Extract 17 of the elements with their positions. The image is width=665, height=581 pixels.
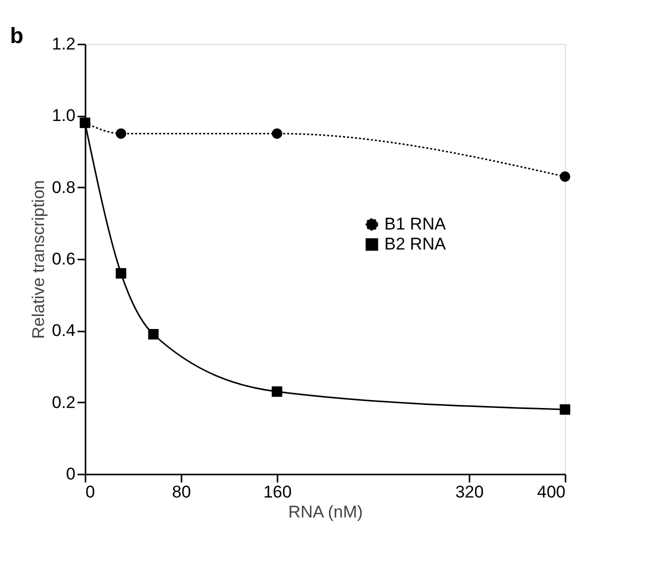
y-tick-label: 1.0 xyxy=(52,106,76,126)
y-tick-label: 0.2 xyxy=(52,392,76,412)
y-tick-label: 0.8 xyxy=(52,178,76,197)
y-tick-label: 0.4 xyxy=(52,321,76,340)
text: b xyxy=(10,23,24,48)
y-tick-label: 0 xyxy=(66,464,76,484)
x-tick-label: 0 xyxy=(86,482,95,502)
x-axis-title: RNA (nM) xyxy=(288,502,363,522)
x-tick-label: 160 xyxy=(263,482,292,502)
x-tick-label: 320 xyxy=(455,482,484,502)
y-axis-title: Relative transcription xyxy=(28,180,48,339)
legend-label: B1 RNA xyxy=(384,214,446,234)
legend-label: B2 RNA xyxy=(384,234,446,254)
y-tick-label: 1.2 xyxy=(52,34,76,54)
y-tick-label: 0.6 xyxy=(52,250,76,268)
x-tick-label: 400 xyxy=(537,482,566,502)
x-tick-label: 80 xyxy=(172,482,191,502)
